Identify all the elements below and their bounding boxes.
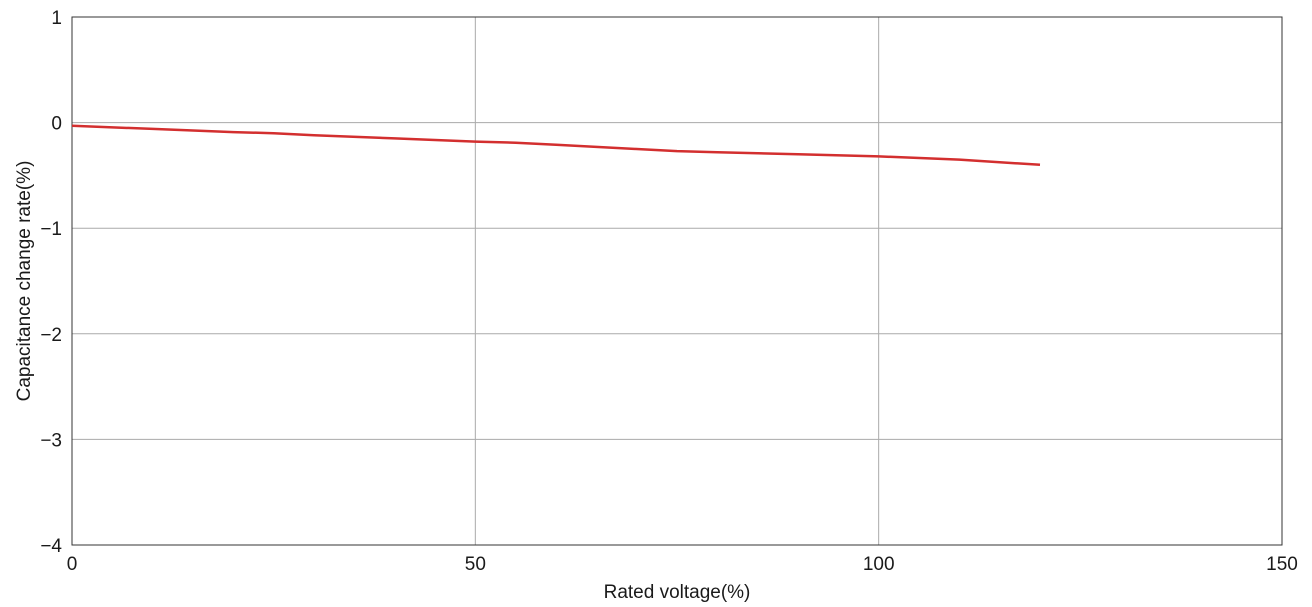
y-tick-label: −1 <box>40 219 62 240</box>
x-axis-title: Rated voltage(%) <box>604 582 751 603</box>
y-tick-label: −3 <box>40 430 62 451</box>
y-tick-label: −4 <box>40 536 62 557</box>
x-tick-label: 150 <box>1266 554 1298 575</box>
grid <box>72 17 1282 545</box>
y-tick-label: −2 <box>40 325 62 346</box>
y-axis-title: Capacitance change rate(%) <box>14 161 35 402</box>
series-layer <box>71 124 1041 167</box>
x-tick-label: 100 <box>863 554 895 575</box>
plot-frame <box>71 16 1283 546</box>
y-tick-labels: 1 0 −1 −2 −3 −4 <box>40 8 62 557</box>
y-tick-label: 1 <box>51 8 62 29</box>
x-tick-label: 50 <box>465 554 486 575</box>
series-line <box>71 124 1041 167</box>
x-tick-labels: 0 50 100 150 <box>67 554 1298 575</box>
x-tick-label: 0 <box>67 554 78 575</box>
y-tick-label: 0 <box>51 114 62 135</box>
